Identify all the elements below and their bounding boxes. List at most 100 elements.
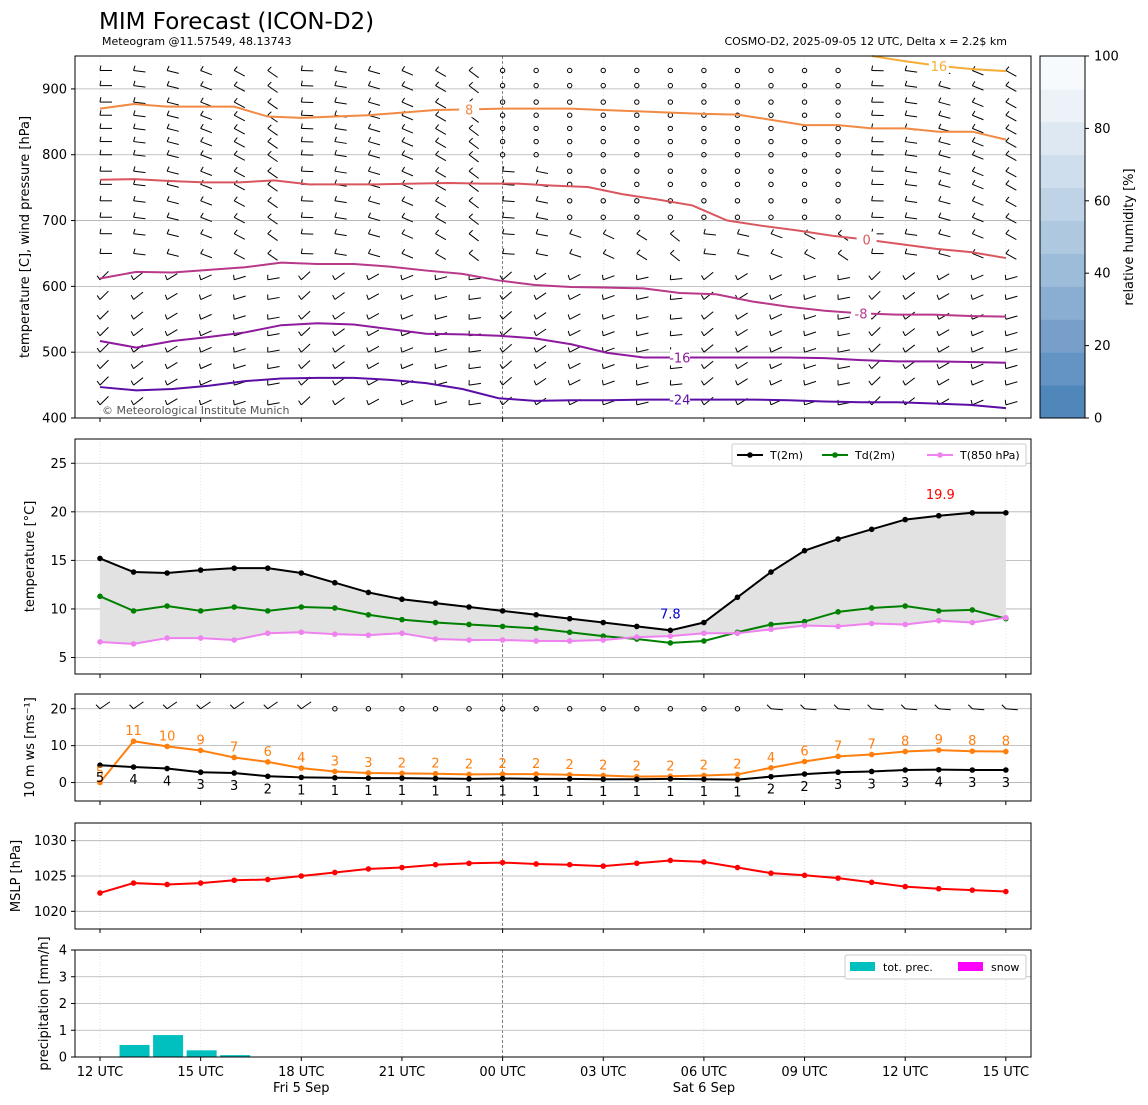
wind-barb-flag (1005, 97, 1010, 103)
wind-barb (972, 141, 984, 147)
wind-barb (972, 114, 984, 121)
series-point (600, 619, 607, 626)
wind-barb (804, 253, 816, 260)
wind-barb-flag (1005, 180, 1010, 185)
wind-barb-flag (1004, 399, 1007, 405)
wind-barb (468, 85, 479, 94)
series-point (801, 547, 808, 554)
wind-barb (166, 252, 179, 257)
wind-barb-flag (569, 248, 573, 254)
wind-barb-flag (99, 110, 102, 116)
series-point (634, 776, 640, 783)
wind-barb (166, 233, 179, 238)
wind-barb (938, 200, 951, 205)
gust-value-label: 8 (901, 735, 909, 750)
wind-barb (804, 364, 817, 370)
wind-barb-flag (133, 166, 136, 172)
calm-wind-marker (567, 198, 573, 204)
wind-barb-flag (400, 294, 403, 300)
wind-barb (770, 363, 783, 370)
wind-barb-flag (435, 66, 440, 71)
wind-barb-flag (300, 149, 303, 155)
series-point (768, 621, 774, 628)
series-point (935, 608, 942, 614)
wind-barb (603, 331, 615, 337)
wind-barb-flag (233, 274, 235, 280)
wind-barb-flag (567, 347, 571, 353)
wind-barb (905, 141, 918, 144)
wind-barb (334, 272, 345, 281)
wind-barb (468, 297, 482, 301)
series-point (130, 641, 137, 647)
wind-barb (1005, 348, 1018, 353)
wind-barb-flag (900, 704, 906, 710)
wind-barb (301, 701, 312, 710)
wind-barb-flag (198, 314, 202, 320)
wind-barb-flag (130, 347, 134, 353)
wind-barb (1005, 170, 1017, 178)
wind-barb-flag (200, 212, 204, 218)
wind-barb (468, 350, 482, 353)
wind-barb (1005, 364, 1018, 370)
wind-barb (838, 708, 851, 711)
wind-barb-flag (164, 363, 168, 369)
wind-barb-flag (267, 124, 272, 129)
wind-barb-flag (499, 294, 504, 300)
calm-wind-marker (600, 214, 606, 220)
series-point (835, 753, 841, 760)
wind-barb (737, 345, 748, 353)
series-point (264, 876, 271, 883)
wind-barb (166, 114, 179, 119)
wind-barb-flag (1005, 213, 1010, 218)
wind-barb-flag (636, 229, 641, 235)
wind-barb (368, 154, 381, 159)
wind-barb (200, 183, 213, 190)
wind-barb-flag (233, 294, 235, 300)
wind-barb-flag (735, 314, 738, 320)
wind-barb (569, 252, 582, 258)
wind-barb-flag (904, 80, 908, 86)
legend-entry: Td(2m) (854, 449, 895, 462)
calm-wind-marker (499, 152, 506, 158)
wind-barb-flag (904, 179, 908, 185)
gust-value-label: 2 (498, 757, 506, 772)
calm-wind-marker (701, 138, 707, 145)
series-point (667, 857, 674, 864)
wind-barb (938, 114, 951, 119)
wind-barb (905, 233, 918, 236)
series-point (868, 526, 875, 533)
series-point (298, 873, 305, 879)
wind-barb-flag (970, 330, 973, 336)
wind-barb (166, 170, 179, 175)
wind-barb (267, 349, 280, 353)
wind-barb-flag (99, 80, 102, 86)
wind-barb-flag (164, 274, 168, 280)
wind-barb (502, 233, 515, 236)
speed-value-label: 1 (700, 785, 708, 800)
y-axis-label: temperature [°C] (23, 501, 38, 613)
wind-barb-flag (970, 399, 973, 405)
wind-barb-flag (267, 249, 272, 254)
series-point (868, 751, 875, 758)
wind-barb-flag (200, 166, 204, 172)
wind-barb-flag (567, 380, 571, 386)
wind-barb-flag (468, 81, 474, 86)
series-point (667, 627, 674, 634)
calm-wind-marker (835, 138, 841, 145)
wind-barb (838, 277, 850, 281)
wind-barb-flag (400, 347, 403, 353)
y-tick-label: 5 (59, 651, 67, 666)
wind-barb-flag (533, 314, 537, 320)
wind-barb (435, 295, 448, 301)
wind-barb-flag (300, 110, 303, 116)
wind-barb (435, 141, 447, 148)
wind-barb (200, 233, 213, 239)
calm-wind-marker (600, 168, 606, 174)
wind-barb (603, 364, 615, 370)
wind-barb (368, 170, 381, 175)
wind-barb-flag (701, 314, 705, 320)
wind-barb (368, 141, 381, 146)
wind-barb-flag (200, 196, 204, 202)
wind-barb (871, 396, 881, 406)
wind-barb (535, 345, 547, 353)
